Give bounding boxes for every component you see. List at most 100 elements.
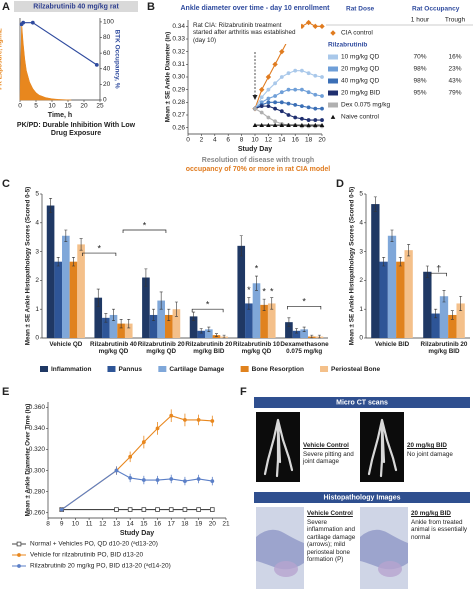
bar <box>387 235 397 338</box>
y-axis-label: Mean ± Ankle Diameter Over Time (in) <box>25 404 32 517</box>
x-tick-label: Rilzabrutinib 20 mg/kg QD <box>137 341 185 356</box>
x-tick-label: Vehicle BID <box>374 341 410 348</box>
marker <box>279 109 284 114</box>
y-tick-label: 0.32 <box>172 48 185 55</box>
marker <box>114 507 119 512</box>
marker <box>273 94 277 98</box>
bar <box>46 205 55 338</box>
x-tick-label: 12 <box>265 137 273 144</box>
marker <box>279 90 284 95</box>
error-bar <box>199 328 203 334</box>
marker <box>286 113 291 117</box>
bar <box>267 303 276 338</box>
legend-swatch <box>107 366 116 372</box>
y-tick-label: 0.29 <box>172 86 185 93</box>
y2-tick-label: 20 <box>103 81 111 88</box>
error-bar <box>287 317 291 327</box>
error-bar <box>207 326 211 332</box>
marker <box>279 75 284 79</box>
error-bar <box>239 235 243 257</box>
x-tick-label: 10 <box>72 521 80 528</box>
error-bar <box>192 311 196 322</box>
legend-label: Naive control <box>341 114 379 121</box>
x-tick-label: 25 <box>96 103 104 110</box>
conclusion: Resolution of disease with trough <box>202 157 314 164</box>
y-tick-label: 0.30 <box>172 74 185 81</box>
marker <box>273 100 277 105</box>
series-line <box>21 22 98 66</box>
y2-axis-label: BTK Occupancy, % <box>113 29 120 88</box>
panel-heading: 20 mg/kg BID <box>407 442 447 449</box>
x-tick-label: 14 <box>127 521 135 528</box>
occupancy-value: 98% <box>413 66 426 73</box>
y-axis-label: PK Exposure, ng/mL <box>0 28 4 90</box>
legend-label: Inflammation <box>51 366 91 373</box>
x-tick-label: 13 <box>113 521 121 528</box>
y-tick-label: 4 <box>35 220 39 227</box>
occupancy-value: 70% <box>413 54 426 61</box>
bar <box>77 244 85 338</box>
error-bar <box>127 318 131 329</box>
marker <box>259 110 264 115</box>
x-tick-label: 14 <box>278 137 286 144</box>
legend-swatch <box>328 54 338 60</box>
bar <box>260 304 268 338</box>
marker <box>300 87 304 92</box>
bar <box>149 314 158 338</box>
error-bar <box>398 257 402 267</box>
significance-mark: * <box>255 263 259 273</box>
panel-label: F <box>240 386 247 398</box>
panel-text: No joint damage <box>407 451 453 458</box>
y-tick-label: 0.34 <box>172 23 185 30</box>
panel-text: Severe inflammation and cartilage damage… <box>307 519 356 564</box>
section-banner <box>254 492 470 503</box>
chart-subtitle: PK/PD: Durable Inhibition With Low Drug … <box>16 122 136 138</box>
legend-label: Cartilage Damage <box>169 366 224 373</box>
series-line <box>61 415 213 511</box>
conclusion: occupancy of 70% or more in rat CIA mode… <box>186 166 330 173</box>
x-tick-label: 21 <box>222 521 230 528</box>
occupancy-value: 23% <box>448 66 461 73</box>
y-tick-label: 0.31 <box>172 61 185 68</box>
y-tick-label: 4 <box>359 220 363 227</box>
marker <box>319 122 325 128</box>
y-tick-label: 0.27 <box>172 112 185 119</box>
legend-swatch <box>158 366 167 372</box>
marker <box>300 104 304 109</box>
error-bar <box>174 301 178 317</box>
x-tick-label: 0 <box>186 137 190 144</box>
marker <box>330 114 336 119</box>
x-tick-label: 18 <box>181 521 189 528</box>
marker <box>286 87 291 92</box>
y2-tick-label: 40 <box>103 65 111 72</box>
y-tick-label: 0.300 <box>29 467 46 474</box>
panel-label: D <box>336 178 344 190</box>
marker <box>141 478 146 482</box>
significance-bracket <box>122 229 167 233</box>
x-tick-label: 10 <box>48 103 56 110</box>
marker <box>155 478 160 482</box>
significance-mark: * <box>262 286 266 296</box>
error-bar <box>270 297 274 310</box>
marker <box>210 419 215 423</box>
x-tick-label: 20 <box>209 521 217 528</box>
panel-label: A <box>2 1 10 13</box>
error-bar <box>79 238 83 251</box>
marker <box>266 100 271 105</box>
error-bar <box>104 313 108 323</box>
bar <box>109 314 118 338</box>
marker <box>299 122 305 128</box>
error-bar <box>317 334 321 339</box>
histology-tissue <box>360 529 408 570</box>
marker <box>183 418 187 422</box>
bar <box>62 235 70 338</box>
legend-label: CIA control <box>341 30 373 37</box>
occupancy-value: 43% <box>448 78 461 85</box>
marker <box>306 71 311 76</box>
y-tick-label: 0.33 <box>172 36 185 43</box>
y-tick-label: 0 <box>359 335 363 342</box>
error-bar <box>96 288 100 307</box>
significance-mark: * <box>302 297 306 307</box>
